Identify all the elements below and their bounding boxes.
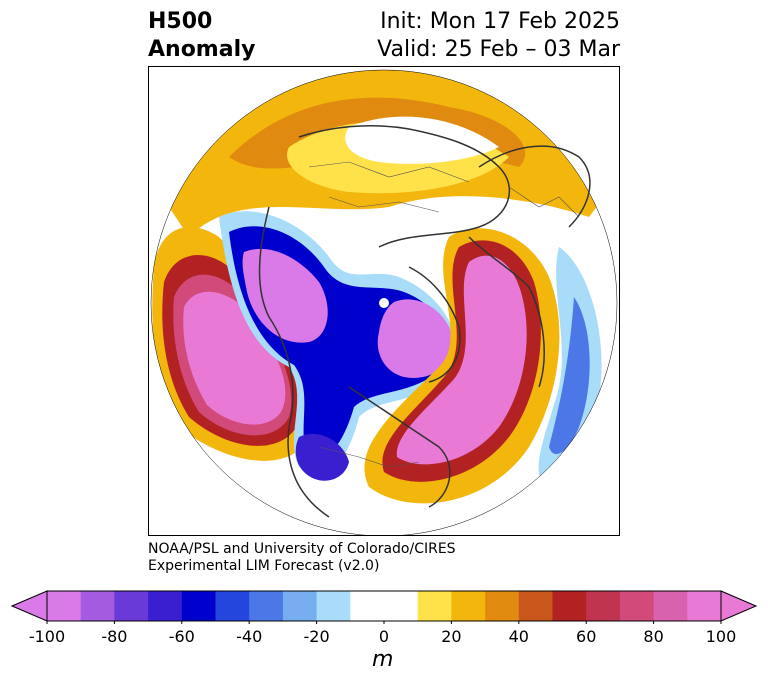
polar-map: [148, 66, 620, 536]
colorbar-segment: [586, 591, 621, 621]
colorbar-segment: [316, 591, 351, 621]
colorbar-ticks: -100 -80 -60 -40 -20 0 20 40 60 80 100: [0, 627, 768, 647]
anomaly-field: [151, 70, 617, 535]
colorbar-tick-label: 80: [643, 627, 664, 646]
north-pole-marker: [379, 298, 389, 308]
coastlines: [258, 125, 591, 518]
colorbar-segment: [80, 591, 115, 621]
colorbar-segment: [148, 591, 183, 621]
colorbar-segment: [451, 591, 486, 621]
credit-line-1: NOAA/PSL and University of Colorado/CIRE…: [148, 541, 456, 557]
map-boundary: [150, 69, 618, 535]
colorbar-tick-label: 40: [508, 627, 529, 646]
colorbar-segment: [47, 591, 82, 621]
colorbar-tick-label: -20: [303, 627, 330, 646]
colorbar-tick-label: 60: [576, 627, 597, 646]
colorbar-tick-label: -100: [28, 627, 66, 646]
colorbar-unit: m: [372, 647, 394, 672]
map-title-left: H500 Anomaly: [148, 8, 255, 64]
colorbar-extend-min: [10, 590, 48, 622]
colorbar-segment: [485, 591, 520, 621]
colorbar: [0, 588, 768, 625]
colorbar-extend-max: [720, 590, 758, 622]
colorbar-segment: [114, 591, 149, 621]
colorbar-segment: [215, 591, 250, 621]
colorbar-segment: [619, 591, 655, 621]
colorbar-segment: [350, 591, 385, 621]
credit-block: NOAA/PSL and University of Colorado/CIRE…: [148, 541, 456, 575]
colorbar-segment: [653, 591, 688, 621]
colorbar-segment: [181, 591, 216, 621]
field-label: Anomaly: [148, 37, 256, 62]
credit-line-2: Experimental LIM Forecast (v2.0): [148, 558, 380, 574]
colorbar-segment: [518, 591, 553, 621]
colorbar-segment: [384, 591, 419, 621]
colorbar-segment: [417, 591, 452, 621]
variable-label: H500: [148, 9, 213, 34]
negative-anomaly-core-east: [377, 299, 454, 378]
map-title-right: Init: Mon 17 Feb 2025 Valid: 25 Feb – 03…: [377, 8, 620, 64]
colorbar-tick-label: -80: [101, 627, 128, 646]
colorbar-segment: [552, 591, 587, 621]
colorbar-segment: [282, 591, 318, 621]
valid-date-label: Valid: 25 Feb – 03 Mar: [377, 37, 620, 62]
colorbar-tick-label: -60: [168, 627, 195, 646]
colorbar-tick-label: 0: [378, 627, 390, 646]
colorbar-svg: [10, 590, 758, 625]
colorbar-segment: [249, 591, 284, 621]
negative-anomaly-core-west: [242, 248, 328, 343]
anomaly-map-svg: [150, 69, 618, 535]
borders: [308, 161, 580, 468]
colorbar-tick-label: 20: [441, 627, 462, 646]
colorbar-segment: [687, 591, 722, 621]
colorbar-tick-label: -40: [236, 627, 263, 646]
init-date-label: Init: Mon 17 Feb 2025: [380, 9, 620, 34]
colorbar-tick-label: 100: [705, 627, 737, 646]
